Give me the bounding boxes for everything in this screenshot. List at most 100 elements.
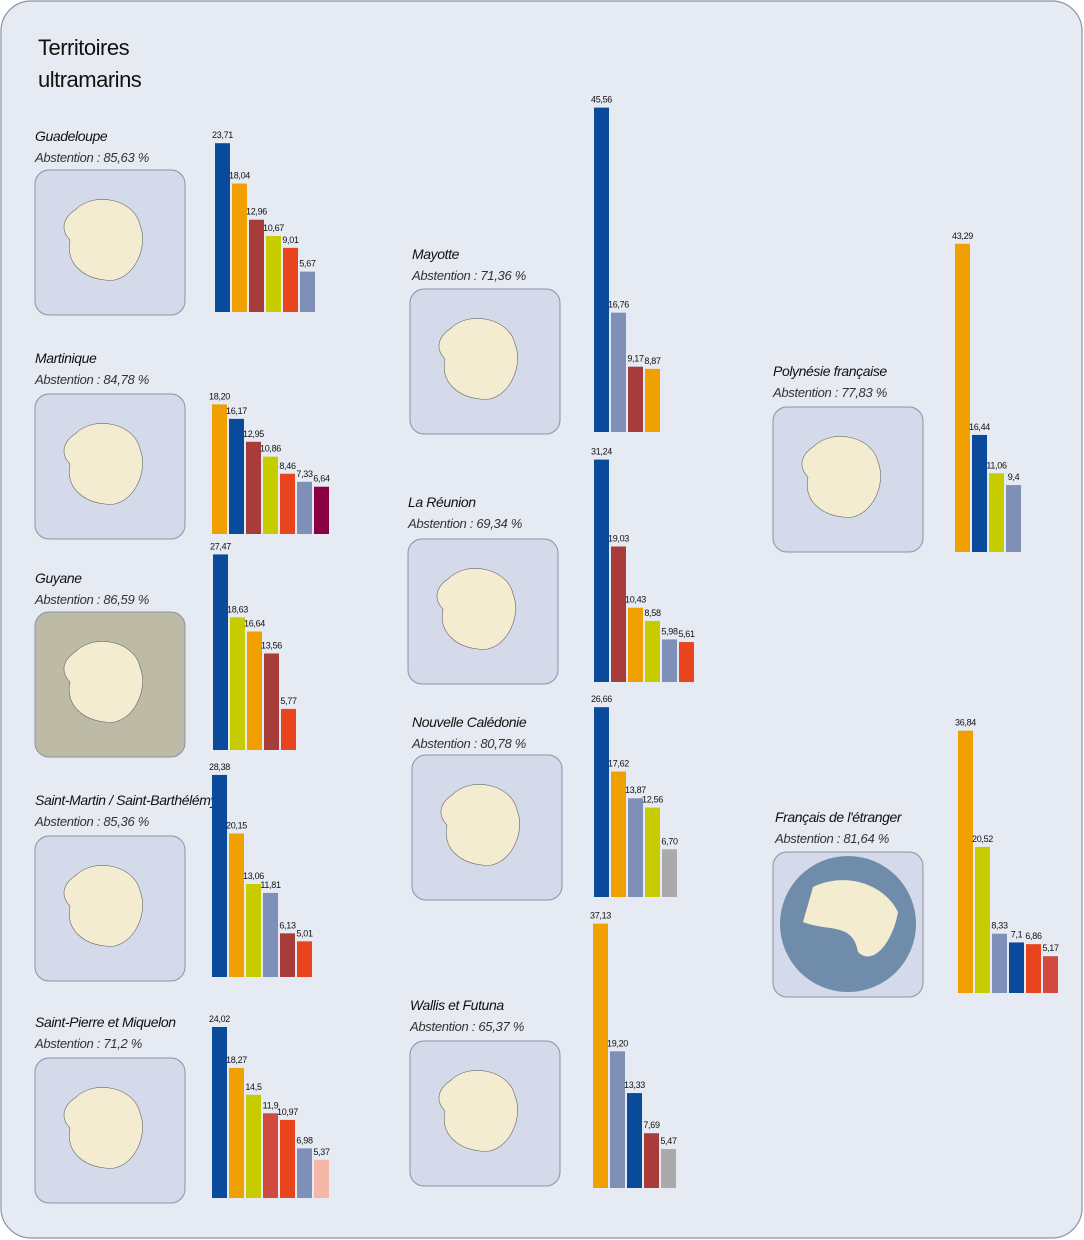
value-label: 5,47 [660,1136,677,1146]
bar [280,1119,295,1198]
main-title: Territoires ultramarins [38,35,142,92]
bar [975,846,990,993]
island [63,641,143,723]
bar [644,1133,659,1188]
value-label: 5,67 [299,259,316,269]
bar [281,708,296,750]
territory-name: Saint-Pierre et Miquelon [35,1014,176,1030]
bar [212,404,227,534]
bar [628,798,643,897]
bar [662,849,677,897]
value-label: 5,17 [1042,943,1059,953]
territory-name: Guyane [35,570,82,586]
value-label: 23,71 [212,130,233,140]
island [63,1087,143,1169]
value-label: 5,98 [661,626,678,636]
bar [662,639,677,682]
value-label: 13,87 [625,785,646,795]
value-label: 12,95 [243,429,264,439]
bar [246,1094,261,1198]
bar [992,933,1007,993]
bar [249,219,264,312]
territory-name: Saint-Martin / Saint-Barthélémy [35,792,219,808]
bar [314,1159,329,1198]
value-label: 13,33 [624,1080,645,1090]
value-label: 11,06 [986,460,1007,470]
bar [280,473,295,534]
value-label: 5,01 [296,928,313,938]
bar [247,631,262,750]
territory-name: Français de l'étranger [775,809,903,825]
value-label: 9,17 [627,354,644,364]
bar [229,418,244,534]
bar [229,1067,244,1198]
value-label: 20,52 [972,834,993,844]
bar [297,481,312,534]
island [63,865,143,947]
value-label: 18,04 [229,171,250,181]
island [438,318,518,400]
value-label: 13,56 [261,640,282,650]
bar [593,923,608,1188]
abstention: Abstention : 71,2 % [34,1036,142,1051]
abstention: Abstention : 71,36 % [411,268,526,283]
bar [628,366,643,432]
bar [297,1148,312,1198]
bar [246,884,261,977]
bar [212,774,227,977]
bar [594,707,609,897]
value-label: 13,06 [243,871,264,881]
value-label: 28,38 [209,762,230,772]
bar [611,312,626,432]
value-label: 5,37 [313,1147,330,1157]
value-label: 7,33 [296,469,313,479]
value-label: 16,76 [608,300,629,310]
bar [1006,485,1021,552]
value-label: 5,61 [678,629,695,639]
territory-name: Nouvelle Calédonie [412,714,527,730]
value-label: 6,13 [279,920,296,930]
value-label: 14,5 [245,1082,262,1092]
bar [283,247,298,312]
value-label: 10,67 [263,223,284,233]
value-label: 12,96 [246,207,267,217]
value-label: 19,20 [607,1038,628,1048]
bar [610,1051,625,1188]
island [63,199,143,281]
value-label: 10,86 [260,444,281,454]
bar [594,459,609,682]
abstention: Abstention : 65,37 % [409,1019,524,1034]
value-label: 7,69 [643,1120,660,1130]
bar [263,456,278,534]
value-label: 7,1 [1011,929,1023,939]
bar [611,771,626,897]
bar [263,1113,278,1198]
bar [955,243,970,552]
bar [246,441,261,534]
bar [297,941,312,977]
abstention: Abstention : 85,36 % [34,814,149,829]
bar [1043,956,1058,993]
value-label: 8,58 [644,608,661,618]
bar [628,607,643,682]
bar [645,620,660,682]
territory-name: Guadeloupe [35,128,108,144]
value-label: 11,81 [260,880,281,890]
value-label: 6,64 [313,474,330,484]
value-label: 10,97 [277,1107,298,1117]
territory-name: Martinique [35,350,97,366]
value-label: 12,56 [642,795,663,805]
bar [314,486,329,534]
land [803,880,898,957]
value-label: 37,13 [590,911,611,921]
territory-name: La Réunion [408,494,476,510]
bar [266,236,281,312]
territory-name: Wallis et Futuna [410,997,504,1013]
bar [264,653,279,750]
value-label: 11,9 [263,1100,279,1110]
value-label: 24,02 [209,1014,230,1024]
island [801,436,881,518]
abstention: Abstention : 81,64 % [774,831,889,846]
